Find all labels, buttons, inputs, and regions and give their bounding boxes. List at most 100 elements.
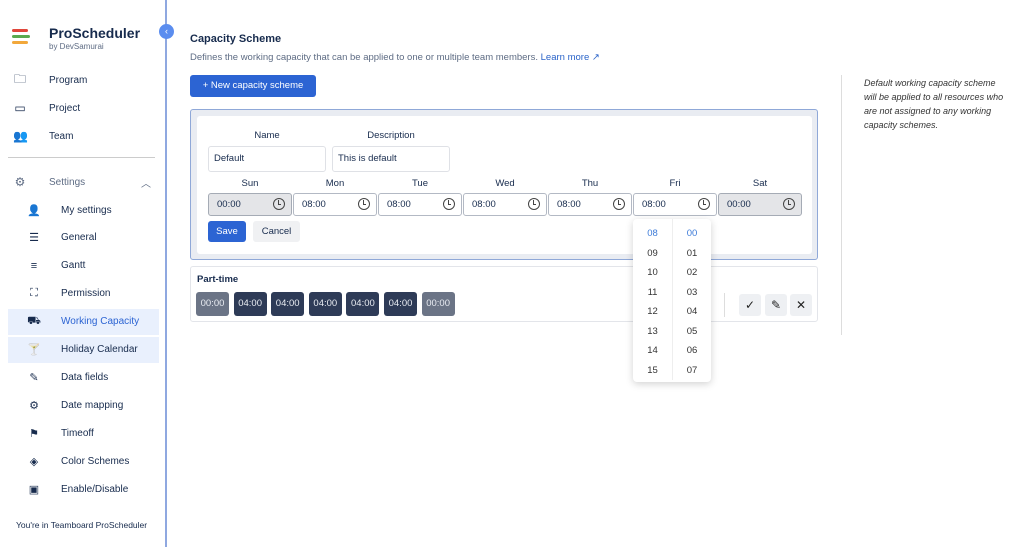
minute-option[interactable]: 00 xyxy=(686,228,698,239)
time-input-mon[interactable]: 08:00 xyxy=(293,193,377,216)
sidebar-item-gantt[interactable]: ≡ Gantt xyxy=(0,253,160,279)
day-hours-chip: 04:00 xyxy=(346,292,380,316)
minute-column[interactable]: 00 01 02 03 04 05 06 07 xyxy=(672,219,711,380)
time-value: 08:00 xyxy=(302,199,326,210)
calendar-toggle-icon: ▣ xyxy=(28,483,40,496)
clock-icon xyxy=(613,198,625,210)
sidebar: ProScheduler by DevSamurai 🗀 Program ▭ Proj… xyxy=(0,0,167,547)
logo-icon xyxy=(12,29,30,47)
page-title: Capacity Scheme xyxy=(190,33,282,45)
sidebar-item-general[interactable]: ☰ General xyxy=(0,225,160,251)
minute-option[interactable]: 02 xyxy=(686,267,698,278)
sidebar-item-data-fields[interactable]: ✎ Data fields xyxy=(0,364,160,390)
paint-bucket-icon: ◈ xyxy=(29,455,39,468)
pencil-icon: ✎ xyxy=(770,298,782,312)
sidebar-item-date-mapping[interactable]: ⚙ Date mapping xyxy=(0,392,160,418)
time-input-wed[interactable]: 08:00 xyxy=(463,193,547,216)
time-input-sun[interactable]: 00:00 xyxy=(208,193,292,216)
sidebar-item-enable-disable[interactable]: ▣ Enable/Disable xyxy=(28,483,129,496)
day-label-tue: Tue xyxy=(411,178,429,189)
divider xyxy=(8,157,155,158)
sidebar-item-timeoff[interactable]: ⚑ Timeoff xyxy=(0,420,160,446)
sidebar-item-program[interactable]: 🗀 Program xyxy=(0,67,160,93)
time-input-tue[interactable]: 08:00 xyxy=(378,193,462,216)
clock-icon xyxy=(443,198,455,210)
clock-icon xyxy=(783,198,795,210)
day-hours-chip: 00:00 xyxy=(196,292,229,316)
sidebar-item-settings[interactable]: ⚙ Settings ︿ xyxy=(14,175,151,190)
divider xyxy=(724,293,725,317)
name-label: Name xyxy=(254,130,280,141)
user-gear-icon: 👤 xyxy=(27,204,41,217)
hour-option[interactable]: 13 xyxy=(647,325,658,337)
sidebar-item-team[interactable]: 👥 Team xyxy=(13,129,74,143)
team-icon: 👥 xyxy=(13,129,28,143)
time-input-sat[interactable]: 00:00 xyxy=(718,193,802,216)
hour-option[interactable]: 10 xyxy=(647,267,658,278)
footer-text: You're in Teamboard ProScheduler xyxy=(16,520,148,530)
hour-column[interactable]: 08 09 10 11 12 13 14 15 xyxy=(633,219,672,380)
clock-icon xyxy=(273,198,285,210)
collapse-sidebar-button[interactable]: ‹ xyxy=(159,24,174,39)
truck-clock-icon: ⛟ xyxy=(27,314,41,327)
folder-icon: 🗀 xyxy=(13,71,26,86)
time-value: 08:00 xyxy=(642,199,666,210)
external-link-icon: ↗ xyxy=(591,52,600,63)
description-label: Description xyxy=(367,130,415,141)
hour-option[interactable]: 11 xyxy=(647,286,658,298)
hour-option[interactable]: 12 xyxy=(647,306,658,317)
day-hours-chip: 04:00 xyxy=(271,292,305,316)
set-default-button[interactable]: ✓ xyxy=(739,294,761,316)
minute-option[interactable]: 05 xyxy=(686,325,698,337)
learn-more-link[interactable]: Learn more ↗ xyxy=(540,52,600,63)
scheme-form-panel: Name Description Default This is default… xyxy=(190,109,818,260)
minute-option[interactable]: 06 xyxy=(686,345,698,356)
sidebar-item-holiday-calendar[interactable]: 🍸 Holiday Calendar xyxy=(8,336,159,363)
divider xyxy=(841,75,842,335)
delete-button[interactable]: ✕ xyxy=(790,294,812,316)
scheme-card: Part-time ✓ ✎ ✕ 00:00 04:00 04:00 04:00 04:0… xyxy=(190,266,818,322)
minute-option[interactable]: 03 xyxy=(686,286,698,298)
hour-option[interactable]: 08 xyxy=(647,228,658,239)
sidebar-item-color-schemes[interactable]: ◈ Color Schemes xyxy=(0,448,160,474)
hour-option[interactable]: 15 xyxy=(647,364,658,376)
day-label-sun: Sun xyxy=(241,178,259,189)
description-input[interactable]: This is default xyxy=(332,146,450,172)
clock-icon xyxy=(698,198,710,210)
hour-option[interactable]: 09 xyxy=(647,247,658,259)
edit-button[interactable]: ✎ xyxy=(765,294,787,316)
day-label-fri: Fri xyxy=(669,178,681,189)
brand-byline: by DevSamurai xyxy=(49,42,104,51)
gear-icon: ⚙ xyxy=(14,175,26,189)
clock-icon xyxy=(358,198,370,210)
day-hours-chip: 04:00 xyxy=(233,292,267,316)
hour-option[interactable]: 14 xyxy=(647,345,658,356)
cocktail-icon: 🍸 xyxy=(27,344,41,356)
flag-icon: ⚑ xyxy=(29,427,39,440)
time-input-thu[interactable]: 08:00 xyxy=(548,193,632,216)
day-label-thu: Thu xyxy=(581,178,599,189)
close-icon: ✕ xyxy=(795,298,807,312)
sidebar-item-project[interactable]: ▭ Project xyxy=(14,101,81,115)
time-value: 00:00 xyxy=(727,199,751,210)
sidebar-item-my-settings[interactable]: 👤 My settings xyxy=(27,204,112,217)
minute-option[interactable]: 07 xyxy=(686,364,698,376)
new-capacity-scheme-button[interactable]: + New capacity scheme xyxy=(190,75,316,97)
cancel-button[interactable]: Cancel xyxy=(253,221,300,242)
name-input[interactable]: Default xyxy=(208,146,326,172)
clock-icon xyxy=(528,198,540,210)
brand-name: ProScheduler xyxy=(49,25,141,41)
default-note: Default working capacity scheme will be … xyxy=(864,78,1004,130)
time-input-fri[interactable]: 08:00 xyxy=(633,193,717,216)
sidebar-item-permission[interactable]: ⛶ Permission xyxy=(0,281,160,307)
day-label-mon: Mon xyxy=(325,178,345,189)
time-picker-dropdown: 08 09 10 11 12 13 14 15 00 01 02 03 04 05 06 07 xyxy=(633,219,711,382)
day-label-wed: Wed xyxy=(495,178,515,189)
chevron-up-icon: ︿ xyxy=(141,178,151,190)
save-button[interactable]: Save xyxy=(208,221,246,242)
minute-option[interactable]: 04 xyxy=(686,306,698,317)
sidebar-item-working-capacity[interactable]: ⛟ Working Capacity xyxy=(8,308,159,335)
minute-option[interactable]: 01 xyxy=(686,247,698,259)
check-circle-icon: ✓ xyxy=(744,298,756,312)
time-value: 00:00 xyxy=(217,199,241,210)
